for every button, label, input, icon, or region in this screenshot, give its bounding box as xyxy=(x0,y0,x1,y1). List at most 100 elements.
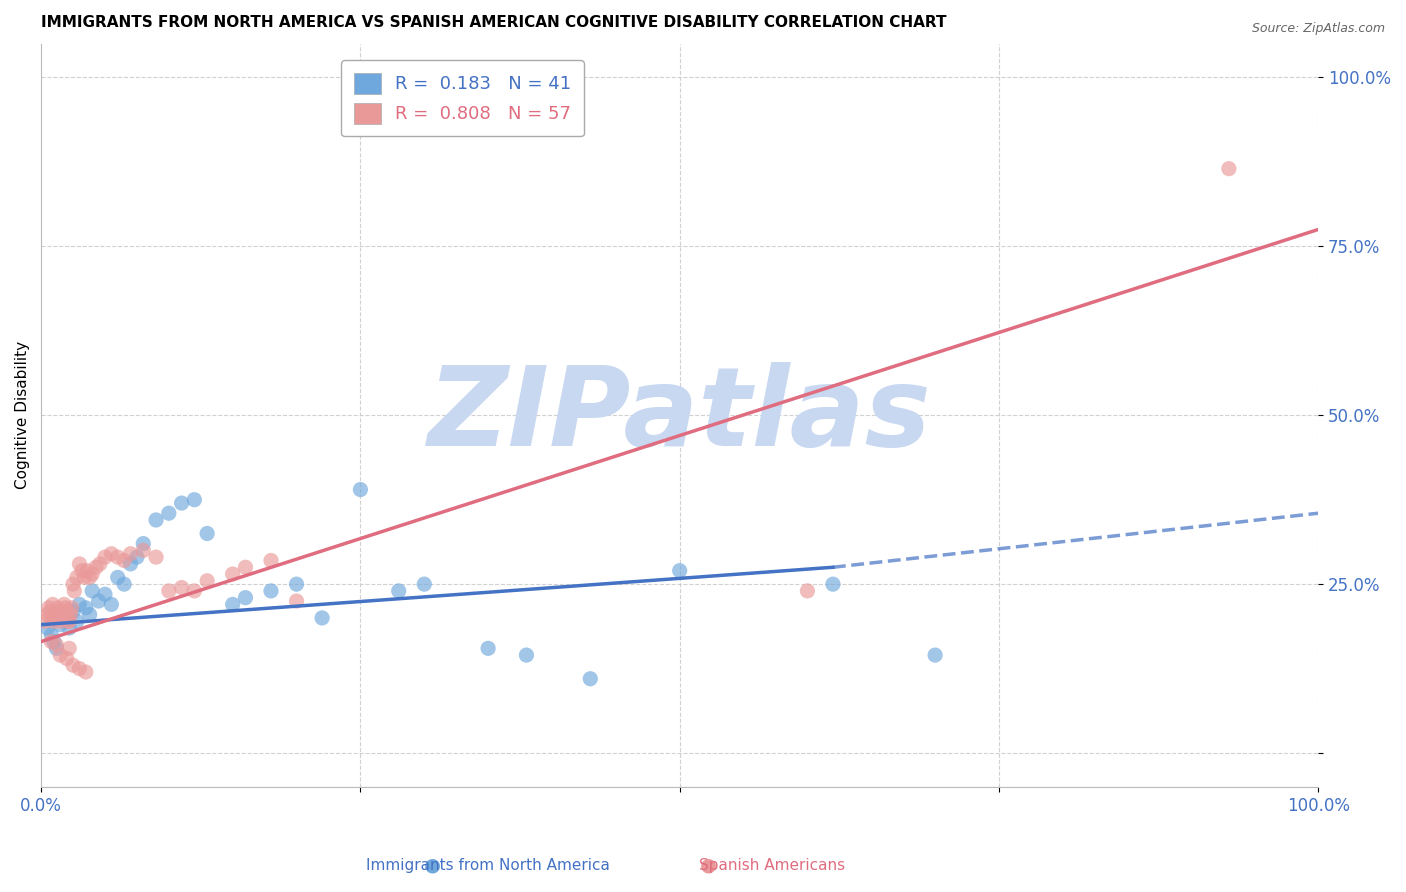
Point xyxy=(94,587,117,601)
Point xyxy=(66,615,89,629)
Text: IMMIGRANTS FROM NORTH AMERICA VS SPANISH AMERICAN COGNITIVE DISABILITY CORRELATI: IMMIGRANTS FROM NORTH AMERICA VS SPANISH… xyxy=(41,15,946,30)
Point xyxy=(55,615,77,629)
Point xyxy=(120,557,142,571)
Point xyxy=(112,553,135,567)
Point xyxy=(42,615,65,629)
Point xyxy=(125,550,148,565)
Point xyxy=(76,564,98,578)
Point xyxy=(53,611,76,625)
Point xyxy=(112,577,135,591)
Point xyxy=(87,594,110,608)
Y-axis label: Cognitive Disability: Cognitive Disability xyxy=(15,341,30,490)
Point xyxy=(49,615,72,629)
Point xyxy=(66,570,89,584)
Point xyxy=(82,567,104,582)
Point xyxy=(260,553,283,567)
Point xyxy=(55,607,77,622)
Point xyxy=(52,604,75,618)
Point xyxy=(668,564,690,578)
Point xyxy=(38,600,60,615)
Point xyxy=(221,598,243,612)
Point xyxy=(170,581,193,595)
Legend: R =  0.183   N = 41, R =  0.808   N = 57: R = 0.183 N = 41, R = 0.808 N = 57 xyxy=(342,60,583,136)
Point xyxy=(260,583,283,598)
Point xyxy=(37,607,59,622)
Point xyxy=(59,607,82,622)
Point xyxy=(55,651,77,665)
Point xyxy=(170,496,193,510)
Point xyxy=(311,611,333,625)
Point xyxy=(63,583,86,598)
Point xyxy=(145,513,167,527)
Point xyxy=(100,598,122,612)
Point xyxy=(1218,161,1240,176)
Point xyxy=(183,492,205,507)
Point xyxy=(195,526,218,541)
Point xyxy=(413,577,436,591)
Point xyxy=(39,604,62,618)
Point xyxy=(62,604,84,618)
Point xyxy=(79,570,101,584)
Point xyxy=(51,611,73,625)
Point xyxy=(349,483,371,497)
Point xyxy=(821,577,844,591)
Point xyxy=(924,648,946,662)
Point xyxy=(45,641,67,656)
Point xyxy=(45,604,67,618)
Point xyxy=(42,611,65,625)
Point xyxy=(58,621,80,635)
Point xyxy=(132,543,155,558)
Point xyxy=(41,598,63,612)
Point xyxy=(75,665,97,679)
Point xyxy=(132,536,155,550)
Point xyxy=(75,600,97,615)
Point xyxy=(67,662,90,676)
Point xyxy=(82,583,104,598)
Text: Source: ZipAtlas.com: Source: ZipAtlas.com xyxy=(1251,22,1385,36)
Point xyxy=(157,583,180,598)
Point xyxy=(84,560,107,574)
Point xyxy=(67,557,90,571)
Point xyxy=(579,672,602,686)
Point xyxy=(515,648,537,662)
Point xyxy=(195,574,218,588)
Point xyxy=(67,598,90,612)
Text: Spanish Americans: Spanish Americans xyxy=(699,858,845,872)
Point xyxy=(89,557,111,571)
Point xyxy=(60,600,83,615)
Point xyxy=(53,600,76,615)
Point xyxy=(37,621,59,635)
Text: ZIPatlas: ZIPatlas xyxy=(427,362,932,469)
Point xyxy=(145,550,167,565)
Point xyxy=(48,607,70,622)
Point xyxy=(796,583,818,598)
Point xyxy=(235,560,257,574)
Point xyxy=(285,594,308,608)
Point xyxy=(41,628,63,642)
Point xyxy=(157,506,180,520)
Point xyxy=(388,583,411,598)
Point xyxy=(79,607,101,622)
Text: Immigrants from North America: Immigrants from North America xyxy=(366,858,610,872)
Point xyxy=(46,600,69,615)
Point xyxy=(53,598,76,612)
Point xyxy=(107,570,129,584)
Point xyxy=(41,611,63,625)
Point xyxy=(107,550,129,565)
Point xyxy=(221,567,243,582)
Point xyxy=(94,550,117,565)
Point xyxy=(49,648,72,662)
Point xyxy=(285,577,308,591)
Point xyxy=(73,570,96,584)
Point xyxy=(62,577,84,591)
Point xyxy=(56,615,79,629)
Point xyxy=(100,547,122,561)
Point xyxy=(34,615,56,629)
Point xyxy=(70,564,93,578)
Point xyxy=(62,658,84,673)
Point xyxy=(120,547,142,561)
Text: ●: ● xyxy=(423,855,440,875)
Point xyxy=(58,615,80,629)
Point xyxy=(58,641,80,656)
Point xyxy=(477,641,499,656)
